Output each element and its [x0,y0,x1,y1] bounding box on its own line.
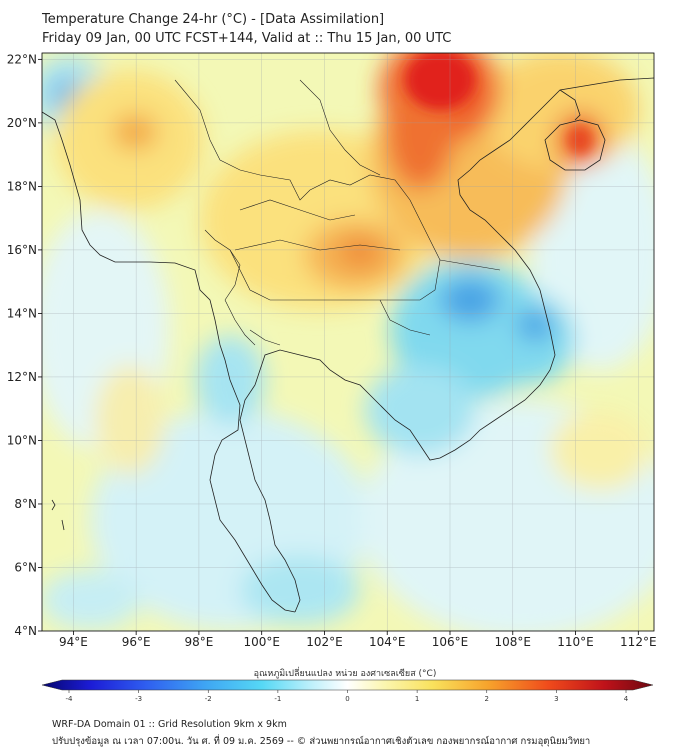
colorbar-tick-label: 4 [624,695,629,703]
colorbar: -4 -3 -2 -1 0 1 2 3 4 [41,679,654,703]
colorbar-tick-label: -2 [205,695,212,703]
lon-tick-label: 100°E [243,635,280,649]
lat-tick-label: 4°N [14,624,37,638]
lat-tick-label: 20°N [7,116,37,130]
colorbar-tick-label: 2 [485,695,489,703]
lon-tick-label: 110°E [557,635,594,649]
lat-tick-label: 18°N [7,179,37,193]
footer-credit: ปรับปรุงข้อมูล ณ เวลา 07:00น. วัน ศ. ที่… [52,736,591,747]
map-title: Temperature Change 24-hr (°C) - [Data As… [42,12,385,27]
map-frame [41,52,655,632]
longitude-axis: 94°E 96°E 98°E 100°E 102°E 104°E 106°E 108°E 110… [59,631,657,649]
lat-tick-label: 16°N [7,243,37,257]
country-borders [174,79,501,346]
colorbar-tick-label: 0 [345,695,349,703]
lat-tick-label: 8°N [14,497,37,511]
map-subtitle: Friday 09 Jan, 00 UTC FCST+144, Valid at… [42,31,452,46]
lon-tick-label: 96°E [122,635,151,649]
colorbar-tick-label: 1 [415,695,419,703]
latitude-axis: 4°N 6°N 8°N 10°N 12°N 14°N 16°N 18°N 20°N 22°N [7,52,42,638]
coastlines [42,77,654,613]
lon-tick-label: 102°E [306,635,343,649]
lat-tick-label: 14°N [7,306,37,320]
lat-tick-label: 10°N [7,433,37,447]
lat-tick-label: 22°N [7,52,37,66]
lon-tick-label: 108°E [495,635,532,649]
lon-tick-label: 94°E [59,635,88,649]
lat-tick-label: 12°N [7,370,37,384]
lon-tick-label: 106°E [432,635,469,649]
colorbar-tick-label: -4 [66,695,74,703]
lon-tick-label: 104°E [369,635,406,649]
colorbar-tick-label: -3 [135,695,142,703]
lon-tick-label: 98°E [184,635,213,649]
lon-tick-label: 112°E [620,635,657,649]
footer-domain-info: WRF-DA Domain 01 :: Grid Resolution 9km … [52,719,287,730]
temperature-field [42,53,654,631]
gridlines [42,53,654,631]
colorbar-tick-label: 3 [554,695,558,703]
colorbar-tick-label: -1 [274,695,281,703]
colorbar-title: อุณหภูมิเปลี่ยนแปลง หน่วย องศาเซลเซียส (… [253,669,437,679]
lat-tick-label: 6°N [14,560,37,574]
